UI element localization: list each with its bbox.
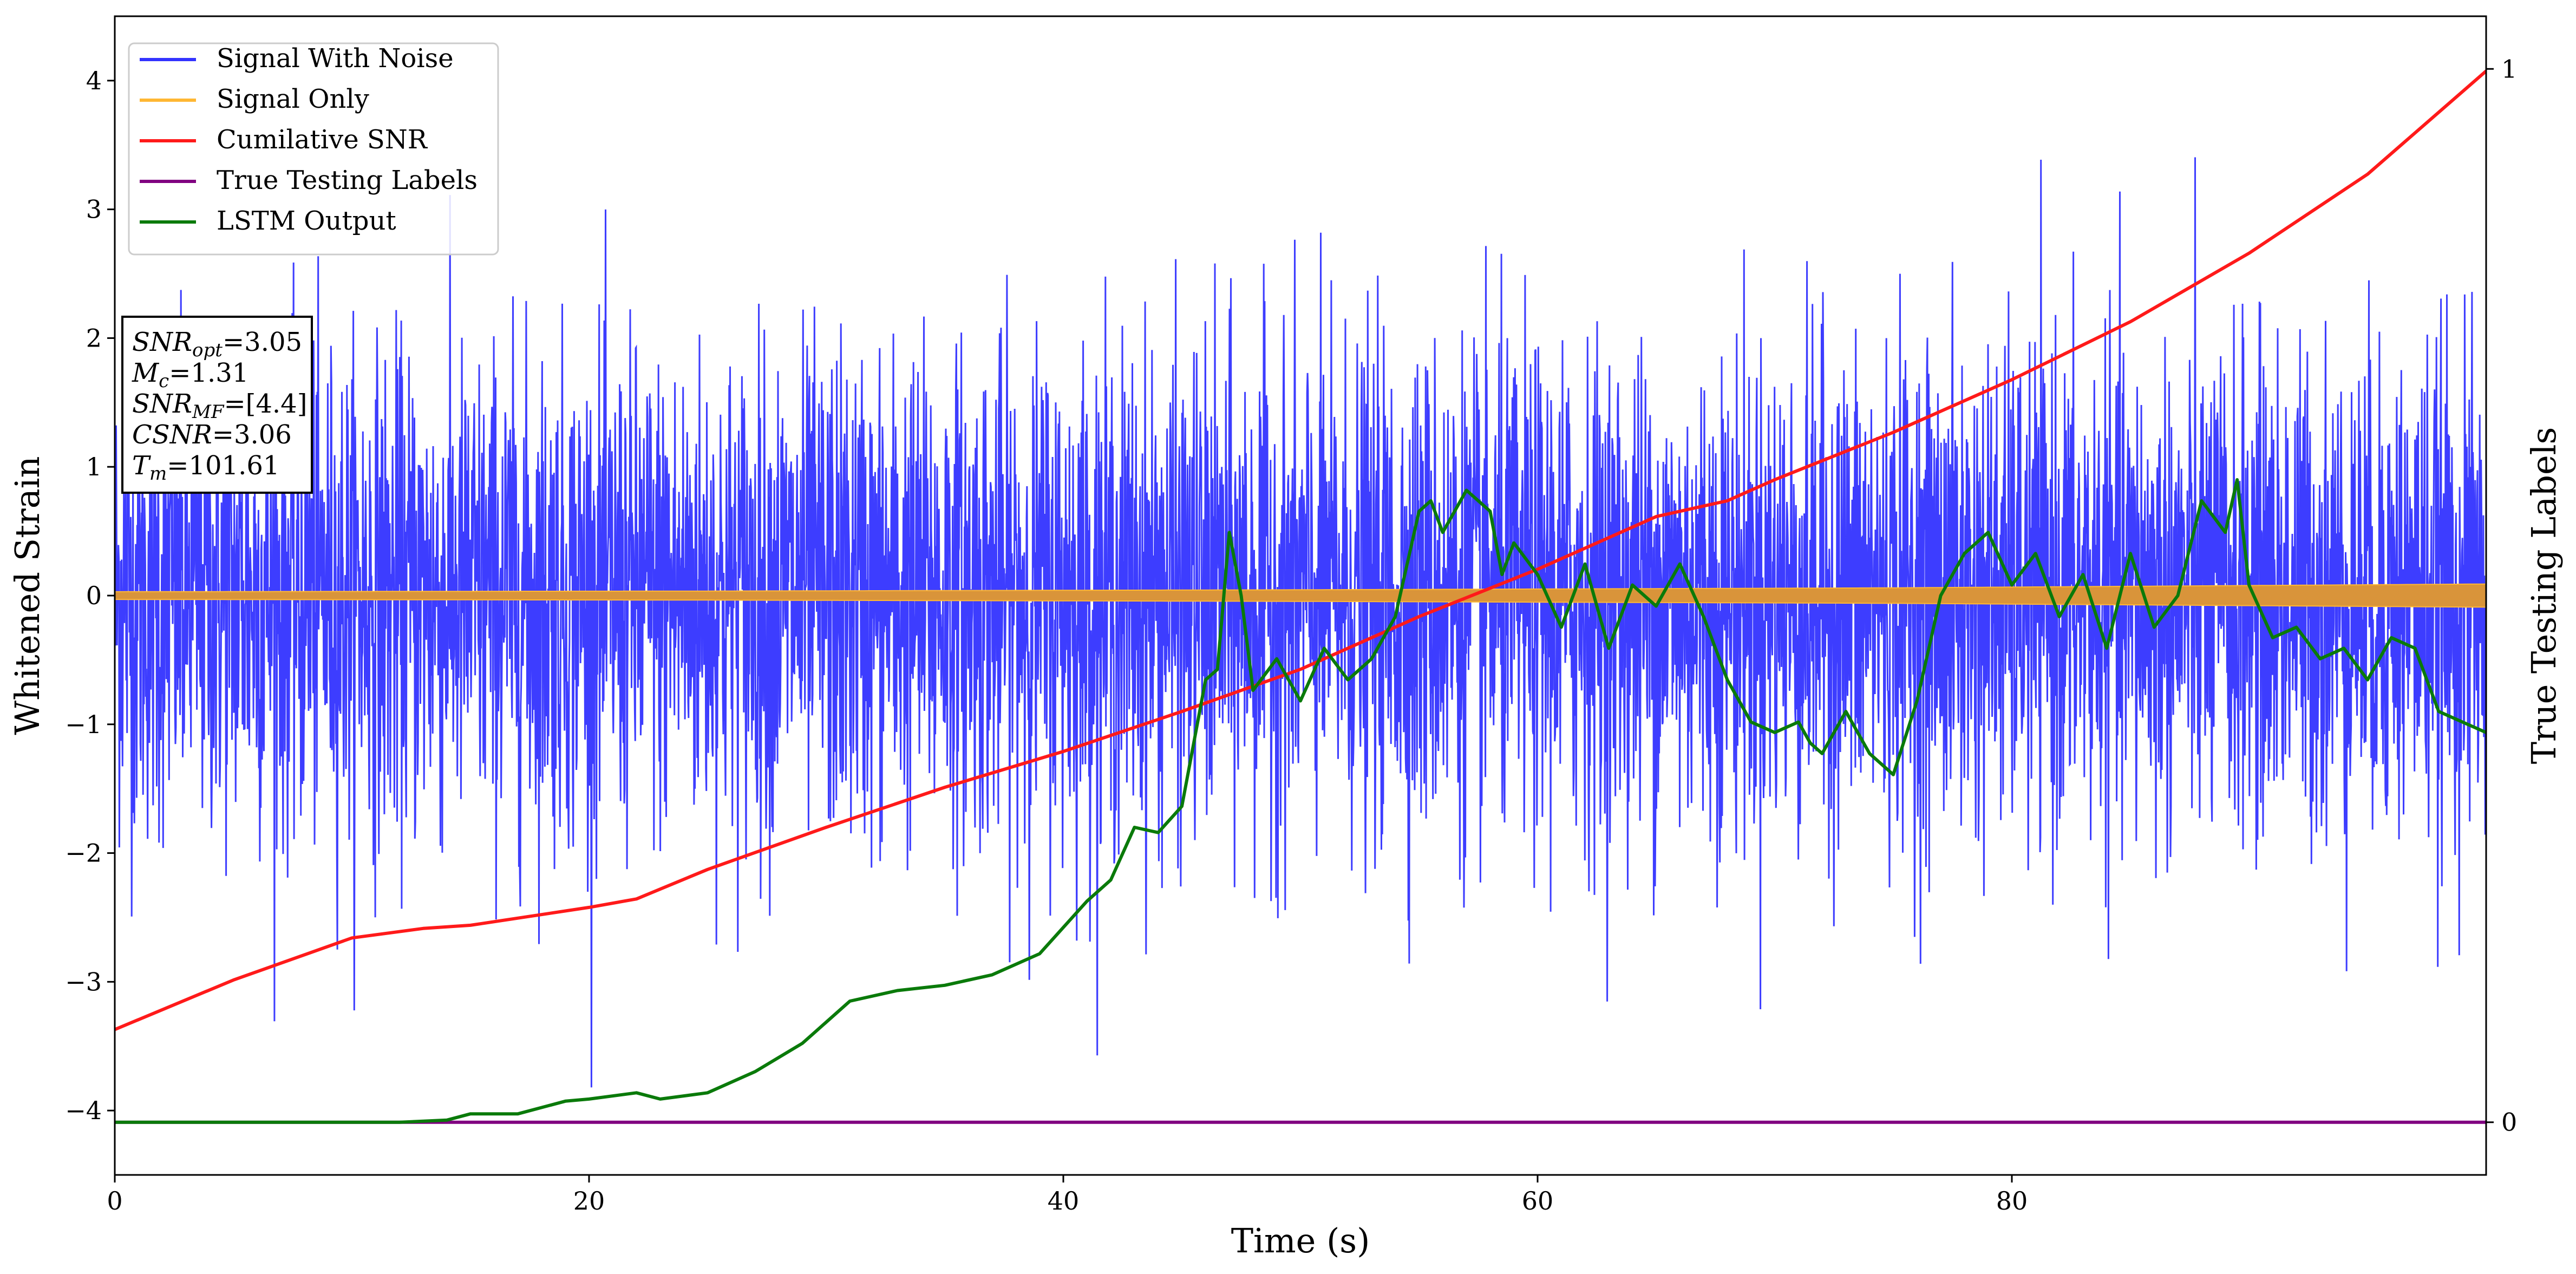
series-cumilative-snr xyxy=(115,69,2486,1031)
series-band xyxy=(115,583,2486,608)
x-tick-label: 0 xyxy=(107,1186,122,1216)
legend-entry: LSTM Output xyxy=(140,206,396,236)
y2-axis-title: True Testing Labels xyxy=(2524,427,2564,765)
x-tick-label: 20 xyxy=(573,1186,605,1216)
y-tick-label: −4 xyxy=(65,1096,102,1125)
legend-entry: True Testing Labels xyxy=(140,165,478,195)
annotation-line: Mc=1.31 xyxy=(132,358,249,392)
legend-entry: Signal Only xyxy=(140,84,369,114)
legend: Signal With Noise Signal Only Cumilative S… xyxy=(128,42,499,256)
series-lstm-output xyxy=(115,478,2486,1124)
legend-box xyxy=(128,42,499,256)
series-layer xyxy=(115,69,2486,1124)
y-tick-label: 2 xyxy=(86,323,102,352)
y-tick-label: −1 xyxy=(65,710,102,739)
series-signal-with-noise xyxy=(115,157,2486,1088)
series-line xyxy=(115,478,2486,1124)
x-tick-label: 80 xyxy=(1996,1186,2028,1216)
annotation-line: SNRMF=[4.4] xyxy=(132,389,307,423)
x-axis: 0 20 40 60 80 xyxy=(107,1175,2028,1216)
y-tick-label: −2 xyxy=(65,839,102,868)
legend-entry: Signal With Noise xyxy=(140,43,454,74)
legend-label: LSTM Output xyxy=(217,206,396,236)
y-axis-right: 01 xyxy=(2486,54,2517,1137)
annotation-line: CSNR=3.06 xyxy=(132,420,292,450)
x-tick-label: 60 xyxy=(1522,1186,1554,1216)
y-tick-label: 0 xyxy=(86,581,102,610)
y-tick-label: 1 xyxy=(86,452,102,481)
y2-tick-label: 1 xyxy=(2501,54,2517,83)
annotation-frame xyxy=(121,316,313,494)
y-axis-title: Whitened Strain xyxy=(8,456,47,735)
y-tick-label: 4 xyxy=(86,66,102,95)
y2-tick-label: 0 xyxy=(2501,1108,2517,1137)
x-axis-title: Time (s) xyxy=(1231,1221,1370,1260)
series-line xyxy=(115,69,2486,1031)
x-tick-label: 40 xyxy=(1048,1186,1080,1216)
legend-label: Cumilative SNR xyxy=(217,125,428,155)
legend-entry: Cumilative SNR xyxy=(140,125,428,155)
y-tick-label: 3 xyxy=(86,195,102,224)
legend-label: True Testing Labels xyxy=(217,165,478,195)
y-axis-left: −4 −3 −2 −1 0 1 2 3 4 xyxy=(65,66,115,1125)
series-line xyxy=(115,157,2486,1088)
legend-label: Signal Only xyxy=(217,84,369,114)
annotation-line: SNRopt=3.05 xyxy=(132,327,302,361)
series-signal-only xyxy=(115,583,2486,608)
y-tick-label: −3 xyxy=(65,967,102,996)
legend-label: Signal With Noise xyxy=(217,43,454,74)
annotation-box: SNRopt=3.05Mc=1.31SNRMF=[4.4]CSNR=3.06Tm… xyxy=(121,316,313,494)
annotation-line: Tm=101.61 xyxy=(132,450,279,485)
